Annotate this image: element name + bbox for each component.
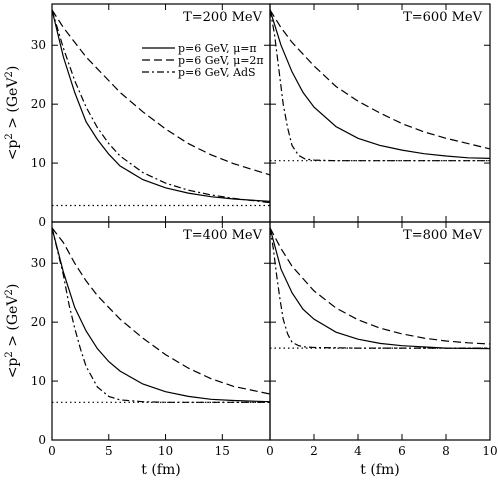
panel-bottom-left: 0 5 10 15 t (fm) 0 10 20 30 <p2​ > (GeV2​) T=400 M… [4,221,271,478]
plot-frame [269,3,491,223]
plot-frame [269,221,491,441]
series-line-solid [269,9,491,159]
x-tick-label: 0 [48,444,56,458]
y-tick-label: 20 [31,315,46,329]
panel-bottom-right: 0 2 4 6 8 10 t (fm) T=800 MeV [266,221,498,478]
x-axis-label: t (fm) [360,462,399,478]
y-axis-label: <p2​ > (GeV2​) [4,66,21,161]
series-line-dashed [51,9,271,176]
x-tick-label: 10 [158,444,173,458]
y-tick-label: 30 [31,256,46,270]
legend-label: p=6 GeV, μ=2π [178,54,264,67]
x-tick-label: 15 [215,444,230,458]
panel-title: T=800 MeV [403,228,483,243]
y-tick-label: 0 [38,433,46,447]
legend-label: p=6 GeV, AdS [178,66,256,79]
series-line-dashdot [51,9,271,204]
panel-title: T=400 MeV [183,228,263,243]
y-tick-label: 30 [31,38,46,52]
x-tick-label: 5 [105,444,113,458]
series-line-dashdot [51,227,270,403]
y-tick-label: 10 [31,156,46,170]
series-line-solid [51,9,271,202]
series-line-solid [269,227,491,350]
series-line-dashed [269,9,491,150]
y-tick-label: 20 [31,97,46,111]
panel-title: T=600 MeV [403,10,483,25]
panel-title: T=200 MeV [183,10,263,25]
y-tick-label: 0 [38,215,46,229]
series-line-dashdot [269,227,490,349]
x-tick-label: 10 [482,444,497,458]
series-line-dashdot [269,9,490,162]
panel-top-right: T=600 MeV [269,3,491,223]
series-line-solid [51,227,271,403]
series-line-dashed [51,227,271,395]
y-axis-label: <p2​ > (GeV2​) [4,284,21,379]
y-tick-label: 10 [31,374,46,388]
x-tick-label: 6 [398,444,406,458]
x-tick-label: 4 [354,444,362,458]
legend-label: p=6 GeV, μ=π [178,42,257,55]
x-tick-label: 2 [310,444,318,458]
plot-frame [51,221,271,441]
x-axis-label: t (fm) [141,462,180,478]
plot-frame [51,3,271,223]
panel-top-left: 0 10 20 30 <p2​ > (GeV2​) T=200 MeV p=6 GeV, μ… [4,3,271,229]
series-line-dashed [269,227,491,345]
x-tick-label: 0 [266,444,274,458]
x-tick-label: 8 [442,444,450,458]
